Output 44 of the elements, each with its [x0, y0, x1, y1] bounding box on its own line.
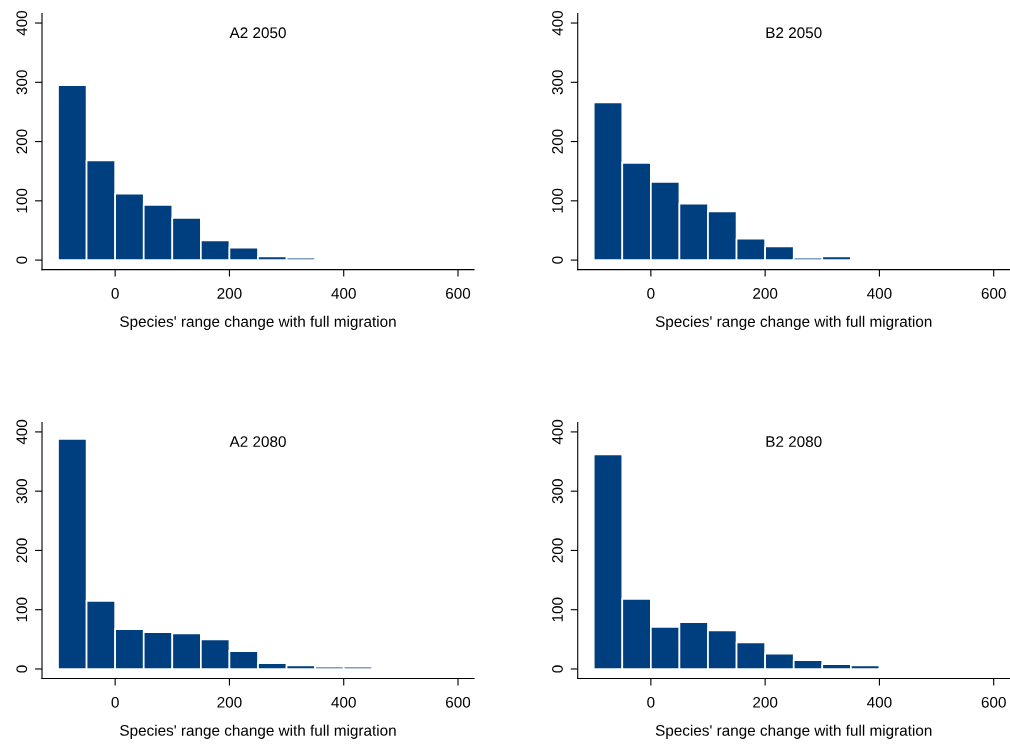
x-tick-label: 0 — [111, 696, 119, 708]
x-tick-label: 400 — [331, 696, 356, 708]
x-tick-label: 0 — [647, 288, 655, 299]
x-tick-label: 400 — [331, 288, 356, 299]
y-tick-label: 200 — [16, 538, 28, 563]
x-axis-title: Species' range change with full migration — [120, 724, 396, 739]
y-tick-label: 100 — [16, 597, 28, 622]
text: A2 2050 — [229, 27, 286, 39]
y-tick-label: 200 — [552, 129, 563, 154]
x-axis-title: Species' range change with full migration — [120, 315, 396, 330]
y-tick-label: 100 — [552, 597, 563, 622]
x-tick-label: 400 — [867, 696, 892, 708]
x-tick-label: 600 — [981, 288, 1006, 299]
y-tick-label: 0 — [552, 665, 563, 673]
x-tick-label: 0 — [647, 696, 655, 708]
text: B2 2050 — [766, 27, 822, 39]
y-tick-label: 400 — [16, 10, 28, 36]
y-tick-label: 400 — [552, 10, 563, 36]
x-tick-label: 0 — [111, 288, 119, 299]
y-tick-label: 0 — [552, 256, 563, 264]
x-tick-label: 600 — [981, 696, 1006, 708]
x-tick-label: 200 — [217, 288, 242, 299]
y-tick-label: 400 — [552, 419, 563, 445]
text: B2 2080 — [766, 436, 822, 448]
y-tick-label: 200 — [552, 538, 563, 563]
y-tick-label: 0 — [16, 256, 28, 264]
text: A2 2080 — [229, 436, 286, 448]
y-tick-label: 300 — [552, 479, 563, 504]
x-tick-label: 600 — [446, 696, 471, 708]
y-tick-label: 300 — [16, 70, 28, 95]
y-tick-label: 300 — [16, 479, 28, 504]
y-tick-label: 100 — [552, 188, 563, 213]
x-tick-label: 400 — [867, 288, 892, 299]
x-tick-label: 200 — [753, 696, 778, 708]
x-tick-label: 200 — [753, 288, 778, 299]
y-tick-label: 200 — [16, 129, 28, 154]
y-tick-label: 100 — [16, 188, 28, 213]
x-tick-label: 200 — [217, 696, 242, 708]
y-tick-label: 400 — [16, 419, 28, 445]
y-tick-label: 300 — [552, 70, 563, 95]
x-tick-label: 600 — [446, 288, 471, 299]
x-axis-title: Species' range change with full migration — [655, 315, 932, 330]
y-tick-label: 0 — [16, 665, 28, 673]
x-axis-title: Species' range change with full migration — [655, 724, 932, 739]
